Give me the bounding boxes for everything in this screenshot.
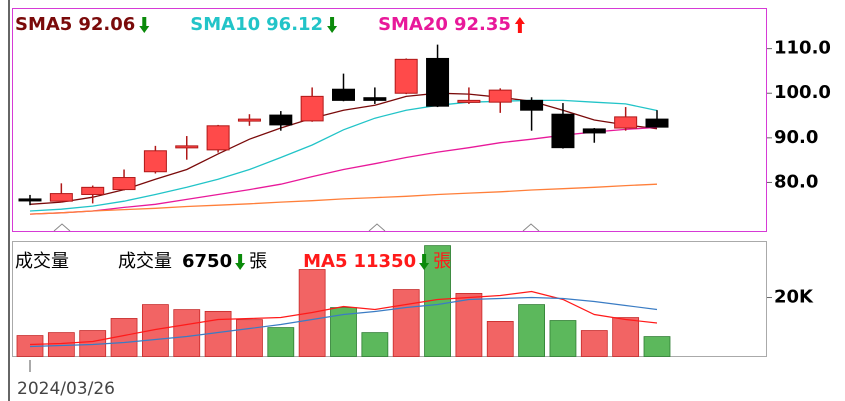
date-label: 2024/03/26 [17,379,115,399]
y-tick-label: 110.0 [774,38,831,59]
candle-body [269,114,293,126]
event-markers [53,223,540,232]
trend-arrow [139,17,150,33]
legend-text: 張 [249,251,267,272]
y-tick-label: 80.0 [774,171,818,192]
candle-body [394,58,418,94]
volume-bar [141,304,169,357]
candle-body [363,97,387,101]
y-tick-label: 20K [774,287,814,308]
volume-average-line [29,296,658,348]
moving-average-line [29,183,658,215]
trend-arrow [235,254,246,270]
volume-bar [267,327,295,357]
event-marker [368,223,386,232]
candle-body [300,95,324,122]
volume-bar [612,317,640,357]
legend-text: 張 [433,251,451,272]
volume-bar [549,320,577,357]
trend-arrow [327,17,338,33]
candle-body [175,145,199,149]
legend-text: 92.06 [78,14,135,35]
volume-bar [643,336,671,357]
candle-body [426,57,450,107]
candle-body [18,198,42,202]
candle-body [582,128,606,134]
candle-body [457,99,481,103]
y-tick-label: 100.0 [774,82,831,103]
candle-body [551,113,575,149]
volume-panel-frame [12,241,767,357]
legend-text: MA5 [303,251,347,272]
volume-bar [486,321,514,357]
legend-text: 6750 [182,251,232,272]
legend-text: 11350 [353,251,416,272]
volume-bar [580,330,608,357]
event-marker [522,223,540,232]
candle-body [49,193,73,202]
volume-bar [47,332,75,357]
volume-bar [173,309,201,357]
legend-text: 成交量 [118,251,172,272]
candle-body [143,150,167,173]
y-tick-label: 90.0 [774,127,818,148]
candle-body [237,118,261,122]
legend-text: SMA10 [190,14,260,35]
candle-body [206,125,230,151]
candle-body [332,88,355,101]
volume-bar [455,292,483,357]
legend-text: SMA20 [378,14,448,35]
candle-body [614,116,638,129]
event-marker [53,223,71,232]
candle-body [645,118,669,128]
volume-bar [518,304,545,357]
candle-body [112,177,136,191]
candle-body [520,99,544,111]
legend-text: 96.12 [266,14,323,35]
trend-arrow [514,17,525,33]
legend-text: 成交量 [15,251,69,272]
moving-average-line [29,99,658,212]
candle-body [81,186,105,195]
volume-bar [392,289,420,357]
volume-bar [236,319,263,357]
legend-text: SMA5 [15,14,72,35]
trend-arrow [419,254,430,270]
candle-body [488,89,512,103]
volume-average-line [29,290,658,346]
volume-bar [361,332,389,357]
legend-text: 92.35 [454,14,511,35]
price-panel-frame [12,8,767,232]
